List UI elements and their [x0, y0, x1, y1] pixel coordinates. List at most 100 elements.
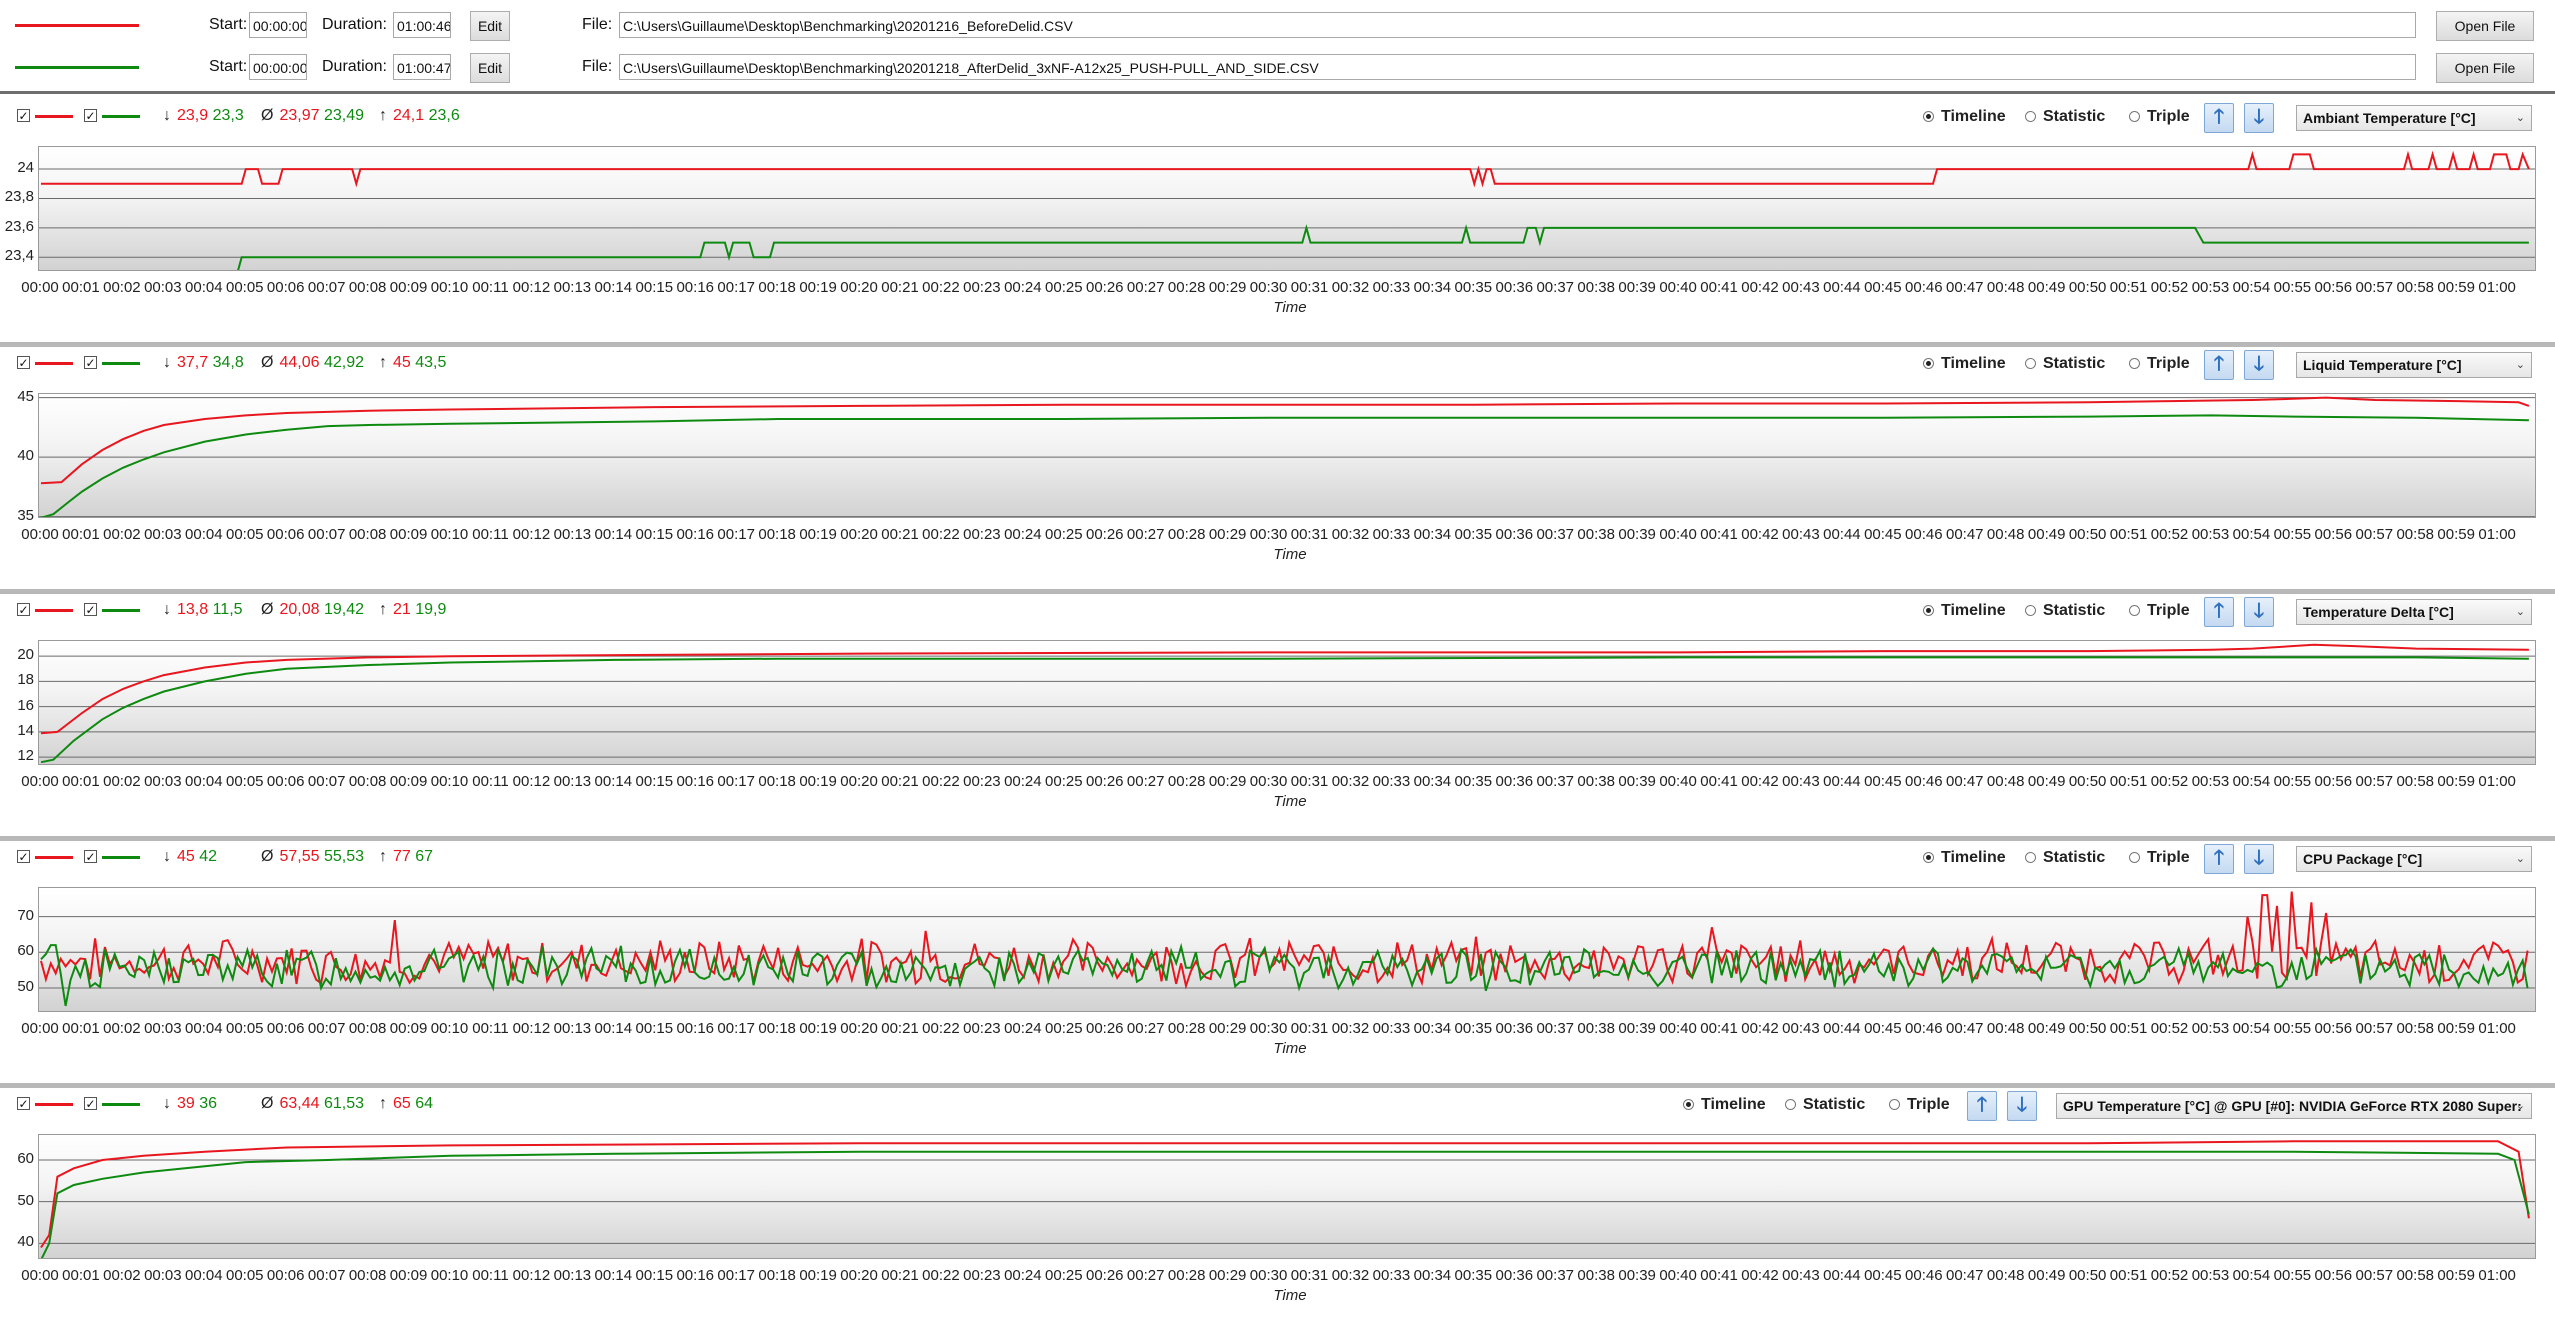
duration-input[interactable]: 01:00:47: [393, 54, 451, 80]
x-tick-label: 00:41: [1700, 1267, 1738, 1284]
mode-radio-triple[interactable]: [2129, 358, 2140, 369]
edit-button[interactable]: Edit: [470, 53, 510, 83]
x-tick-label: 00:15: [635, 279, 674, 296]
file-1-color-swatch[interactable]: [15, 24, 139, 27]
x-tick-label: 00:14: [594, 1020, 633, 1037]
mode-radio-triple[interactable]: [2129, 605, 2140, 616]
file-2-color-swatch[interactable]: [15, 66, 139, 69]
mode-radio-timeline[interactable]: [1923, 605, 1934, 616]
panel-toolbar: ✓ ✓ ↓ 13,8 11,5 Ø 20,08 19,42 ↑ 21 19,9 Tim…: [0, 595, 2555, 629]
y-tick-label: 12: [17, 747, 34, 765]
x-tick-label: 00:22: [922, 279, 960, 296]
x-tick-label: 00:40: [1659, 279, 1697, 296]
move-down-icon[interactable]: 🡓: [2244, 350, 2274, 380]
mode-label-timeline[interactable]: Timeline: [1941, 355, 2006, 372]
chart-plot-area[interactable]: [38, 146, 2536, 271]
y-tick-label: 50: [17, 1191, 34, 1209]
chart-plot-area[interactable]: [38, 1134, 2536, 1259]
edit-button[interactable]: Edit: [470, 11, 510, 41]
mode-radio-statistic[interactable]: [2025, 358, 2036, 369]
move-down-icon[interactable]: 🡓: [2244, 103, 2274, 133]
series-1-checkbox[interactable]: ✓: [17, 1097, 30, 1111]
start-input[interactable]: 00:00:00: [249, 12, 307, 38]
file-path-input[interactable]: C:\Users\Guillaume\Desktop\Benchmarking\…: [619, 54, 2416, 80]
x-tick-label: 00:50: [2068, 526, 2107, 543]
series-2-checkbox[interactable]: ✓: [84, 850, 97, 864]
x-tick-label: 00:57: [2355, 1267, 2394, 1284]
mode-radio-statistic[interactable]: [2025, 852, 2036, 863]
start-input[interactable]: 00:00:00: [249, 54, 307, 80]
chart-svg: [39, 643, 2535, 764]
move-down-icon[interactable]: 🡓: [2244, 844, 2274, 874]
mode-label-statistic[interactable]: Statistic: [1803, 1096, 1866, 1113]
x-tick-label: 00:29: [1208, 279, 1247, 296]
chart-plot-area[interactable]: [38, 393, 2536, 518]
move-up-icon[interactable]: 🡑: [2204, 844, 2234, 874]
mode-label-timeline[interactable]: Timeline: [1941, 849, 2006, 866]
mode-label-statistic[interactable]: Statistic: [2043, 602, 2106, 619]
start-label: Start:: [209, 16, 248, 33]
open-file-button[interactable]: Open File: [2436, 53, 2534, 83]
mode-label-statistic[interactable]: Statistic: [2043, 355, 2106, 372]
mode-radio-timeline[interactable]: [1923, 358, 1934, 369]
file-path-input[interactable]: C:\Users\Guillaume\Desktop\Benchmarking\…: [619, 12, 2416, 38]
x-tick-label: 00:43: [1782, 279, 1820, 296]
x-tick-label: 00:29: [1208, 1020, 1247, 1037]
metric-select[interactable]: Liquid Temperature [°C] ⌄: [2296, 352, 2532, 378]
metric-select[interactable]: Temperature Delta [°C] ⌄: [2296, 599, 2532, 625]
chart-plot-area[interactable]: [38, 640, 2536, 765]
mode-radio-timeline[interactable]: [1923, 111, 1934, 122]
metric-select[interactable]: Ambiant Temperature [°C] ⌄: [2296, 105, 2532, 131]
series-2-checkbox[interactable]: ✓: [84, 603, 97, 617]
y-tick-label: 14: [17, 721, 34, 739]
x-axis-ticks: 00:00 00:01 00:02 00:03 00:04 00:05 00:06 00:07…: [0, 526, 2555, 546]
x-tick-label: 00:55: [2273, 526, 2312, 543]
mode-radio-triple[interactable]: [2129, 852, 2140, 863]
mode-label-triple[interactable]: Triple: [2147, 849, 2190, 866]
panel-toolbar: ✓ ✓ ↓ 39 36 Ø 63,44 61,53 ↑ 65 64 Timeline …: [0, 1089, 2555, 1123]
chart-plot-area[interactable]: [38, 887, 2536, 1012]
x-tick-label: 00:32: [1331, 526, 1370, 543]
move-up-icon[interactable]: 🡑: [2204, 350, 2234, 380]
mode-label-timeline[interactable]: Timeline: [1701, 1096, 1766, 1113]
x-tick-label: 00:35: [1454, 279, 1493, 296]
mode-label-statistic[interactable]: Statistic: [2043, 849, 2106, 866]
series-2-checkbox[interactable]: ✓: [84, 356, 97, 370]
series-1-checkbox[interactable]: ✓: [17, 850, 30, 864]
series-1-checkbox[interactable]: ✓: [17, 109, 30, 123]
x-tick-label: 00:20: [840, 526, 878, 543]
mode-label-triple[interactable]: Triple: [2147, 355, 2190, 372]
mode-label-timeline[interactable]: Timeline: [1941, 108, 2006, 125]
mode-radio-triple[interactable]: [2129, 111, 2140, 122]
move-down-icon[interactable]: 🡓: [2007, 1091, 2037, 1121]
mode-label-triple[interactable]: Triple: [2147, 602, 2190, 619]
open-file-button[interactable]: Open File: [2436, 11, 2534, 41]
move-up-icon[interactable]: 🡑: [1967, 1091, 1997, 1121]
move-down-icon[interactable]: 🡓: [2244, 597, 2274, 627]
metric-select[interactable]: CPU Package [°C] ⌄: [2296, 846, 2532, 872]
x-tick-label: 00:21: [881, 279, 919, 296]
mode-radio-timeline[interactable]: [1683, 1099, 1694, 1110]
move-up-icon[interactable]: 🡑: [2204, 103, 2234, 133]
mode-radio-timeline[interactable]: [1923, 852, 1934, 863]
mode-radio-statistic[interactable]: [2025, 605, 2036, 616]
series-1-checkbox[interactable]: ✓: [17, 356, 30, 370]
mode-label-triple[interactable]: Triple: [2147, 108, 2190, 125]
move-up-icon[interactable]: 🡑: [2204, 597, 2234, 627]
series-2-checkbox[interactable]: ✓: [84, 109, 97, 123]
mode-radio-statistic[interactable]: [1785, 1099, 1796, 1110]
mode-label-triple[interactable]: Triple: [1907, 1096, 1950, 1113]
mode-radio-statistic[interactable]: [2025, 111, 2036, 122]
x-axis-title: Time: [1273, 793, 1307, 810]
duration-input[interactable]: 01:00:46: [393, 12, 451, 38]
x-tick-label: 00:17: [717, 279, 755, 296]
series-1-checkbox[interactable]: ✓: [17, 603, 30, 617]
mode-label-timeline[interactable]: Timeline: [1941, 602, 2006, 619]
mode-label-statistic[interactable]: Statistic: [2043, 108, 2106, 125]
x-tick-label: 00:28: [1167, 279, 1206, 296]
x-tick-label: 00:50: [2068, 1267, 2107, 1284]
x-tick-label: 00:48: [1986, 526, 2025, 543]
metric-select[interactable]: GPU Temperature [°C] @ GPU [#0]: NVIDIA …: [2056, 1093, 2532, 1119]
mode-radio-triple[interactable]: [1889, 1099, 1900, 1110]
series-2-checkbox[interactable]: ✓: [84, 1097, 97, 1111]
